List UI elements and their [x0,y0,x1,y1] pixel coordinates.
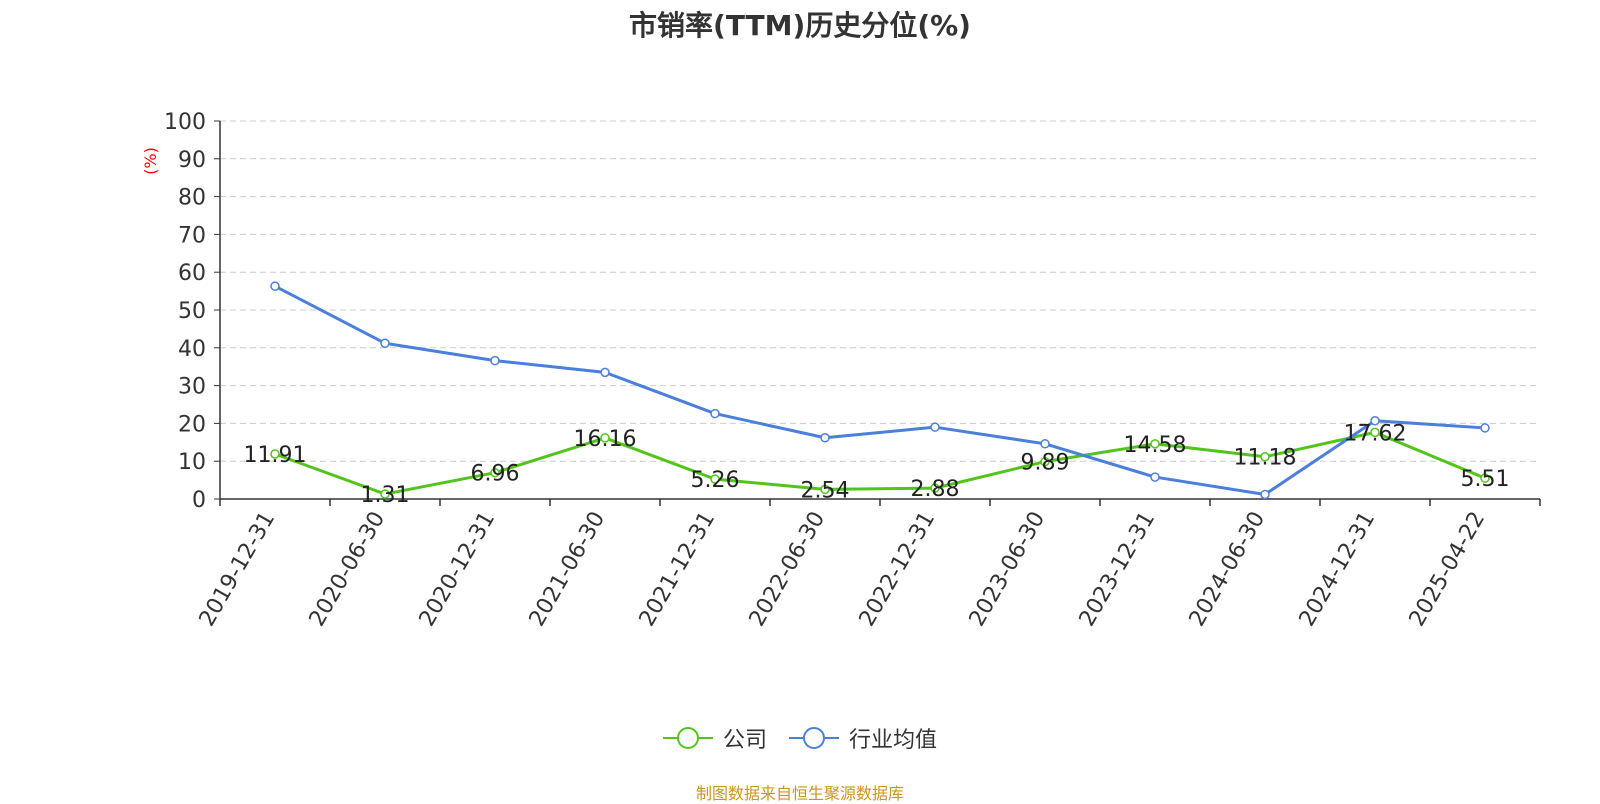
legend-company-icon [662,727,713,749]
data-point-industry-avg [270,281,280,291]
y-tick-label: 70 [178,223,206,248]
data-point-industry-avg [710,408,720,419]
data-point-company [270,449,280,459]
chart-title: 市销率(TTM)历史分位(%) [629,9,971,42]
data-point-industry-avg [1260,489,1270,500]
y-tick-label: 100 [164,110,206,135]
data-point-company [1260,451,1270,462]
data-point-industry-avg [1480,423,1490,433]
x-tick-label: 2024-06-30 [1185,508,1271,631]
x-tick-label: 2022-12-31 [855,508,941,631]
data-label: 5.51 [1461,467,1510,492]
source-note: 制图数据来自恒生聚源数据库 [695,784,904,803]
data-point-company [820,484,830,495]
y-tick-label: 60 [178,261,206,286]
x-tick-label: 2023-12-31 [1075,508,1161,631]
data-point-company [1480,473,1490,483]
legend-item-company[interactable]: 公司 [662,722,767,754]
legend-industry-avg-icon [789,727,839,749]
data-point-company [490,467,500,478]
x-tick-label: 2021-06-30 [525,508,611,631]
y-tick-label: 20 [178,412,206,437]
x-tick-label: 2023-06-30 [965,508,1051,631]
x-tick-label: 2022-06-30 [745,508,831,631]
y-tick-label: 50 [178,299,206,324]
data-label: 16.16 [574,427,637,452]
data-label: 6.96 [471,462,520,487]
y-tick-label: 0 [192,488,206,513]
y-axis-label: (%) [141,147,160,175]
data-label: 2.54 [801,478,850,503]
data-label: 9.89 [1021,451,1070,476]
y-tick-label: 90 [178,148,206,173]
y-tick-label: 10 [178,450,206,475]
data-point-company [600,433,610,443]
x-tick-label: 2020-12-31 [415,508,501,631]
data-point-company [710,474,720,484]
legend-label-company: 公司 [722,728,767,753]
data-point-industry-avg [1040,439,1050,449]
data-label: 14.58 [1124,433,1187,458]
data-label: 11.18 [1234,446,1297,471]
legend-item-industry-avg[interactable]: 行业均值 [789,722,937,754]
x-tick-label: 2020-06-30 [305,508,391,631]
x-tick-label: 2024-12-31 [1295,508,1381,631]
data-point-company [930,483,940,493]
data-point-industry-avg [490,355,500,366]
data-point-industry-avg [380,338,390,349]
data-point-company [1370,427,1380,438]
x-tick-label: 2021-12-31 [635,508,721,631]
data-point-industry-avg [1370,416,1380,426]
legend-label-industry-avg: 行业均值 [849,728,938,753]
x-tick-label: 2019-12-31 [195,508,281,631]
data-label: 2.88 [911,477,960,502]
data-point-industry-avg [600,367,610,378]
data-point-industry-avg [930,422,940,432]
data-label: 5.26 [691,468,740,493]
data-label: 11.91 [244,443,307,468]
data-label: 1.31 [361,483,410,508]
y-tick-label: 80 [178,186,206,211]
series-line-industry-avg [274,284,1486,496]
data-point-company [380,489,390,499]
data-point-company [1040,456,1050,467]
legend: 公司 行业均值 [0,722,1600,754]
series-line-company [274,430,1486,496]
data-point-industry-avg [1150,472,1160,482]
x-tick-label: 2025-04-22 [1405,508,1491,631]
data-point-industry-avg [820,433,830,443]
y-tick-label: 40 [178,337,206,362]
y-tick-label: 30 [178,375,206,400]
data-point-company [1150,439,1160,449]
data-label: 17.62 [1344,421,1407,446]
